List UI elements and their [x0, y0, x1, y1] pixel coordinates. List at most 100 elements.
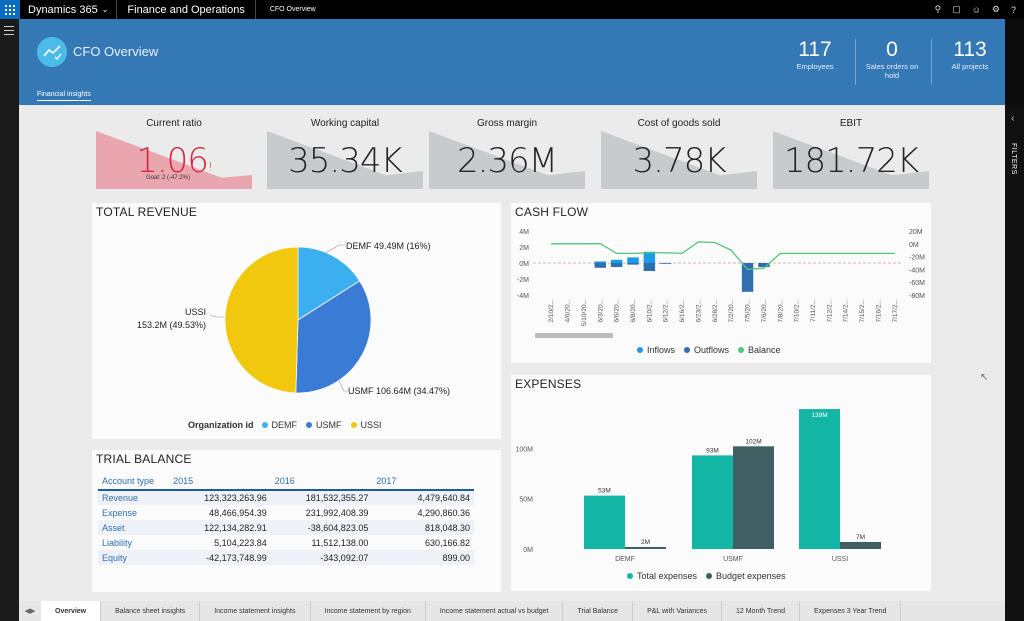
chevron-left-icon[interactable]: ‹	[1011, 113, 1015, 124]
expenses-card[interactable]: EXPENSES 100M 50M 0M 53M 2M DEMF 93M 102M USMF 13…	[511, 375, 931, 591]
app-name: Dynamics 365	[28, 3, 98, 16]
legend-item[interactable]: USSI	[360, 420, 382, 430]
tile-value: 113	[953, 38, 987, 61]
table-row[interactable]: Asset 122,134,282.91 -38,604,823.05 818,048…	[98, 520, 474, 535]
trial-balance-table[interactable]: Account type 2015 2016 2017 Revenue 123,3…	[98, 472, 474, 565]
pie-legend: Organization id DEMF USMF USSI	[188, 420, 382, 430]
tile-label: Sales orders on hold	[865, 62, 919, 80]
tab-expenses-3-year-trend[interactable]: Expenses 3 Year Trend	[800, 601, 902, 621]
search-icon[interactable]: ⚲	[934, 4, 942, 14]
kpi-ebit[interactable]: EBIT 181.72K	[773, 117, 929, 189]
x-tick-label: 6/10/2...	[646, 299, 653, 323]
kpi-value: 2.36M	[456, 141, 558, 181]
row-label: Expense	[102, 507, 138, 518]
leader-line	[323, 244, 346, 255]
pie-slice-ussi[interactable]	[224, 246, 299, 394]
tab-trial-balance[interactable]: Trial Balance	[563, 601, 634, 621]
data-label: 2M	[641, 539, 650, 546]
tab-pl-with-variances[interactable]: P&L with Variances	[633, 601, 722, 621]
card-title: TRIAL BALANCE	[96, 452, 192, 466]
outflow-bar	[610, 263, 623, 267]
budget-expenses-bar	[625, 546, 666, 549]
legend-item[interactable]: Outflows	[694, 345, 730, 355]
outflow-bar	[660, 263, 672, 264]
table-row[interactable]: Revenue 123,323,263.96 181,532,355.27 4,479…	[98, 490, 474, 505]
cash-flow-card[interactable]: CASH FLOW 4M 2M 0M -2M -4M 20M 0M -20M -40M -60M -…	[511, 203, 931, 363]
kpi-cost-of-goods-sold[interactable]: Cost of goods sold 3.78K	[601, 117, 757, 189]
tab-scroll-icon[interactable]: ◀▶	[24, 608, 36, 615]
cash-flow-chart[interactable]: 4M 2M 0M -2M -4M 20M 0M -20M -40M -60M -80M 2/10/2.…	[511, 203, 931, 363]
legend-item[interactable]: Inflows	[647, 345, 676, 355]
table-row[interactable]: Equity -42,173,748.99 -343,092.07 899.00	[98, 550, 474, 565]
data-label: 7M	[856, 534, 865, 541]
column-header[interactable]: 2017	[372, 472, 474, 491]
row-label: Equity	[98, 550, 170, 565]
data-label: 139M	[811, 412, 827, 419]
y-tick-right: 20M	[909, 229, 923, 236]
module-name[interactable]: Finance and Operations	[117, 0, 256, 19]
column-header[interactable]: 2016	[270, 472, 373, 491]
kpi-gross-margin[interactable]: Gross margin 2.36M	[429, 117, 585, 189]
app-launcher-icon[interactable]	[0, 0, 20, 19]
inflow-bar	[594, 261, 606, 263]
legend-item[interactable]: Total expenses	[637, 571, 698, 581]
kpi-current-ratio[interactable]: Current ratio 1.06! Goal: 2 (-47.2%)	[96, 117, 252, 189]
pie-slice-usmf[interactable]	[295, 280, 372, 394]
filters-pane[interactable]: ‹ FILTERS	[1005, 105, 1024, 621]
column-header[interactable]: 2015	[169, 472, 271, 491]
pie-slice-demf[interactable]	[297, 246, 361, 321]
expenses-legend: Total expenses Budget expenses	[627, 571, 786, 581]
outflow-bar	[741, 263, 754, 292]
tab-overview[interactable]: Overview	[41, 601, 102, 621]
legend-item[interactable]: Budget expenses	[716, 571, 786, 581]
table-row[interactable]: Liability 5,104,223.84 11,512,138.00 630,16…	[98, 535, 474, 550]
tab-income-statement-by-region[interactable]: Income statement by region	[310, 601, 426, 621]
tab-12-month-trend[interactable]: 12 Month Trend	[721, 601, 801, 621]
table-row[interactable]: Expense 48,466,954.39 231,992,408.39 4,290,…	[98, 505, 474, 520]
tab-balance-sheet-insights[interactable]: Balance sheet insights	[101, 601, 201, 621]
x-tick-label: 4/6/20...	[565, 299, 572, 323]
tab-financial-insights[interactable]: Financial insights	[37, 91, 91, 101]
kpi-working-capital[interactable]: Working capital 35.34K	[267, 117, 423, 189]
tile-divider	[855, 39, 856, 85]
page-name: CFO Overview	[269, 6, 316, 13]
table-cell: 122,134,282.91	[169, 520, 271, 535]
expenses-chart[interactable]: 100M 50M 0M 53M 2M DEMF 93M 102M USMF 139M 7M USSI	[511, 375, 931, 591]
legend-item[interactable]: USMF	[316, 420, 342, 430]
app-switcher[interactable]: Dynamics 365 ⌄	[20, 0, 118, 19]
hamburger-menu-icon[interactable]	[4, 26, 14, 38]
card-title: EXPENSES	[515, 377, 582, 391]
smiley-icon[interactable]: ☺	[971, 4, 981, 15]
message-icon[interactable]: ▢	[952, 4, 961, 14]
x-tick-label: 5/10/20...	[581, 299, 588, 326]
help-icon[interactable]: ?	[1010, 4, 1016, 15]
x-tick-label: USSI	[832, 556, 848, 563]
gear-icon[interactable]: ⚙	[991, 4, 1000, 14]
label-ussi-value: 153.2M (49.53%)	[136, 320, 206, 330]
legend-item[interactable]: DEMF	[271, 420, 298, 430]
label-demf: DEMF 49.49M (16%)	[346, 241, 431, 251]
kpi-title: Gross margin	[476, 118, 537, 129]
budget-expenses-bar	[840, 541, 881, 549]
horizontal-scrollbar[interactable]	[535, 333, 613, 338]
x-tick-label: 7/16/2...	[875, 299, 882, 323]
x-tick-label: 7/14/2...	[843, 299, 850, 323]
tile-divider	[931, 39, 932, 85]
tab-income-statement-insights[interactable]: Income statement insights	[200, 601, 311, 621]
column-header[interactable]: Account type	[98, 472, 170, 491]
kpi-title: Current ratio	[146, 118, 202, 129]
balance-line	[551, 241, 895, 271]
card-title: TOTAL REVENUE	[96, 205, 198, 219]
table-cell: 4,290,860.36	[417, 507, 470, 518]
table-cell: 899.00	[372, 550, 474, 565]
trial-balance-card[interactable]: TRIAL BALANCE Account type 2015 2016 201…	[92, 450, 501, 592]
legend-item[interactable]: Balance	[748, 345, 781, 355]
row-label: Liability	[102, 537, 133, 548]
tab-income-statement-actual-vs-budget[interactable]: Income statement actual vs budget	[425, 601, 564, 621]
total-revenue-card[interactable]: TOTAL REVENUE DEMF 49.49M (16%) USMF 106…	[92, 203, 501, 439]
tile-employees[interactable]: 117 Employees	[777, 38, 853, 71]
pie-chart[interactable]	[92, 203, 501, 439]
x-tick-label: 6/12/2...	[663, 299, 670, 323]
tile-sales-orders-on-hold[interactable]: 0 Sales orders on hold	[861, 38, 923, 80]
tile-all-projects[interactable]: 113 All projects	[937, 38, 1003, 71]
